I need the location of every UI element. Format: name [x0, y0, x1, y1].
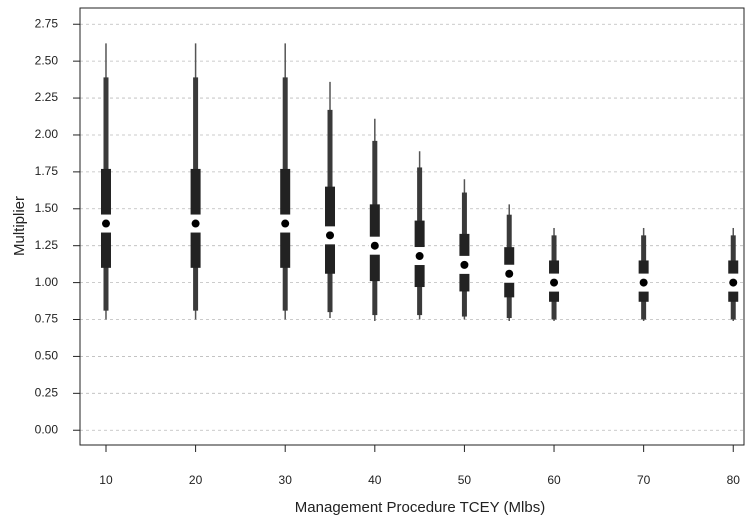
x-tick-label: 40 — [368, 473, 382, 487]
x-tick-label: 20 — [189, 473, 203, 487]
y-tick-label: 2.75 — [35, 16, 59, 30]
median-dot — [101, 219, 110, 228]
y-tick-label: 0.00 — [35, 422, 59, 436]
y-tick-label: 1.50 — [35, 201, 59, 215]
median-dot — [281, 219, 290, 228]
plot-frame — [79, 7, 745, 446]
median-dot — [415, 252, 424, 261]
median-dot — [550, 278, 559, 287]
y-tick-label: 2.00 — [35, 127, 59, 141]
median-dot — [639, 278, 648, 287]
x-tick-label: 10 — [99, 473, 113, 487]
x-tick-label: 60 — [547, 473, 561, 487]
x-tick-label: 50 — [458, 473, 472, 487]
y-axis-title: Multiplier — [11, 196, 28, 256]
x-axis-title: Management Procedure TCEY (Mlbs) — [295, 499, 545, 516]
y-tick-label: 0.50 — [35, 349, 59, 363]
y-tick-label: 0.25 — [35, 385, 59, 399]
median-dot — [326, 231, 335, 240]
y-tick-label: 2.25 — [35, 90, 59, 104]
y-tick-label: 1.00 — [35, 275, 59, 289]
y-tick-label: 1.25 — [35, 238, 59, 252]
y-tick-label: 1.75 — [35, 164, 59, 178]
x-tick-label: 80 — [727, 473, 741, 487]
median-dot — [460, 260, 469, 269]
x-tick-label: 70 — [637, 473, 651, 487]
median-dot — [505, 269, 514, 278]
y-tick-label: 0.75 — [35, 312, 59, 326]
y-tick-label: 2.50 — [35, 53, 59, 67]
median-dot — [191, 219, 200, 228]
x-tick-label: 30 — [279, 473, 293, 487]
median-dot — [370, 241, 379, 250]
median-dot — [729, 278, 738, 287]
